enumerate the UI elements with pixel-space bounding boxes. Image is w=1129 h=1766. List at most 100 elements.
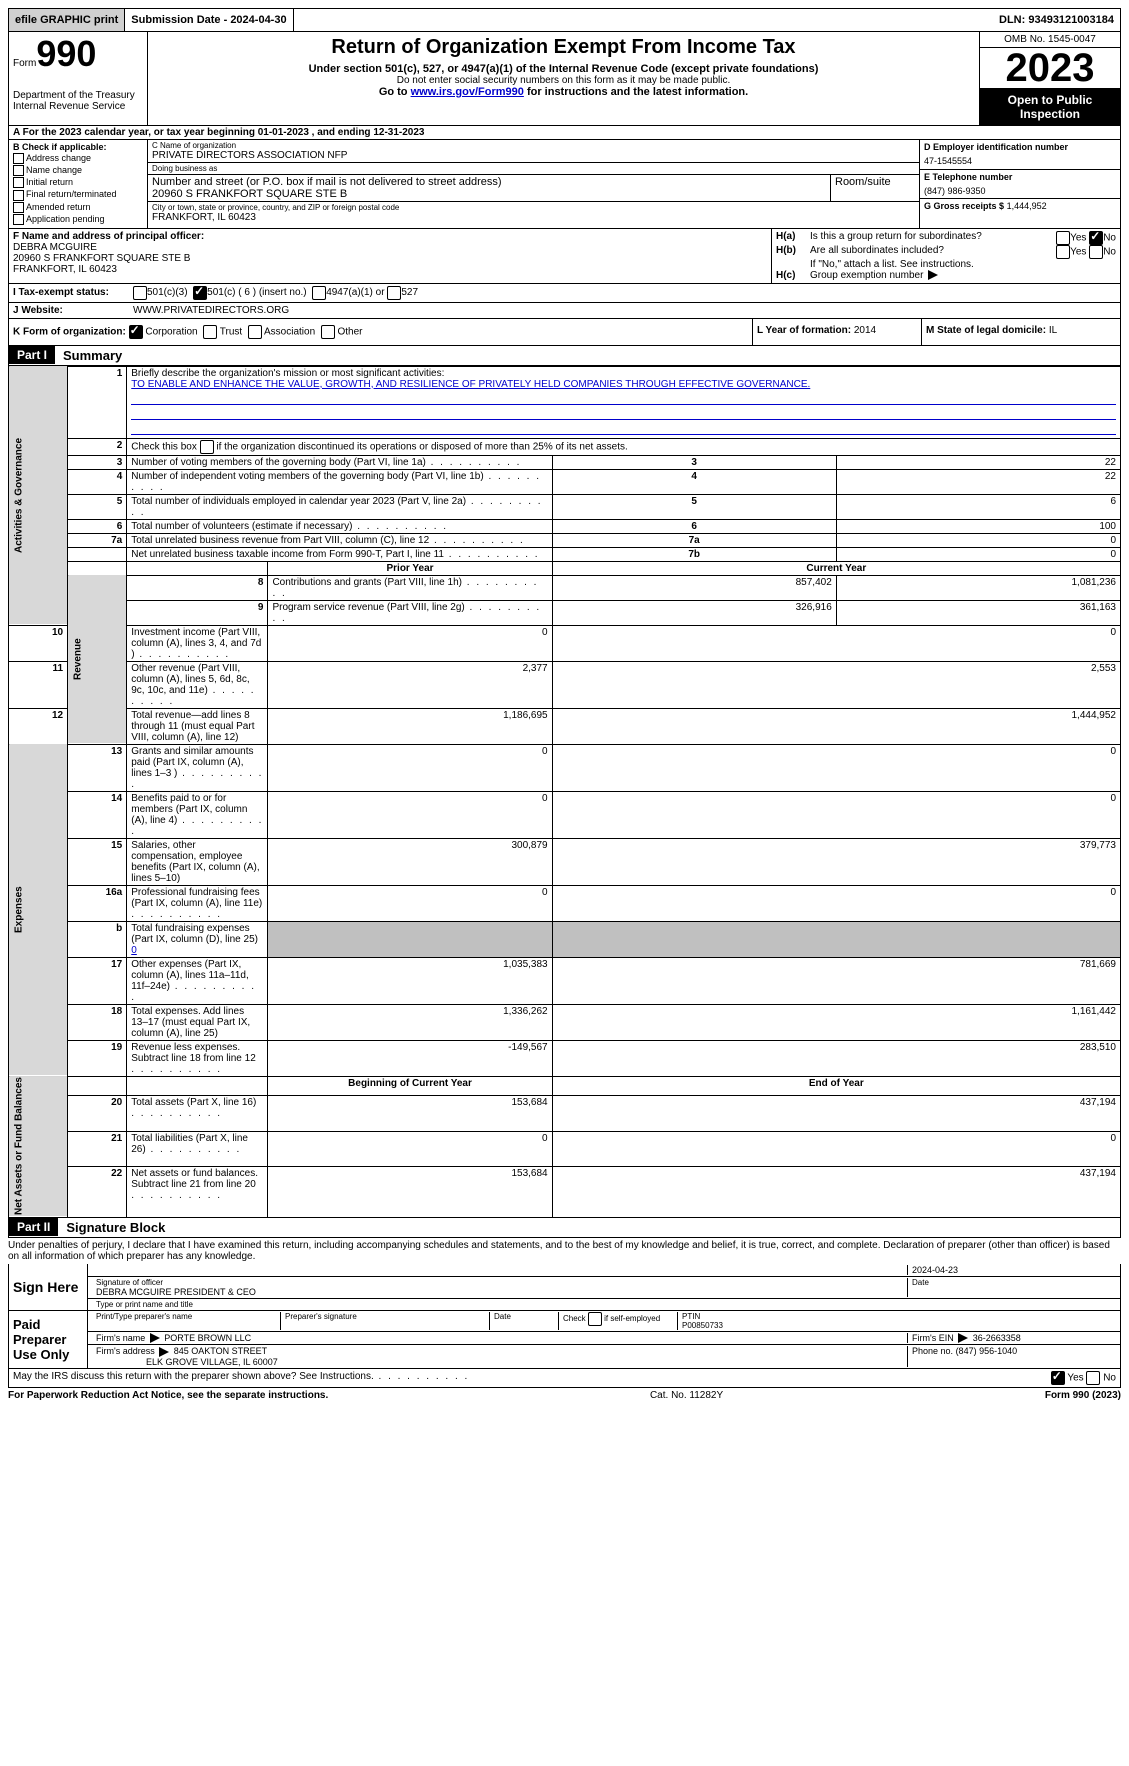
ha-text: Is this a group return for subordinates? xyxy=(810,231,1026,245)
prep-h4: Check if self-employed xyxy=(559,1312,678,1330)
summary-table: Activities & Governance 1 Briefly descri… xyxy=(8,366,1121,1218)
side-activities: Activities & Governance xyxy=(9,366,68,625)
hb-note: If "No," attach a list. See instructions… xyxy=(810,259,1116,270)
i-501c3[interactable] xyxy=(133,286,147,300)
officer-sign-name: DEBRA MCGUIRE PRESIDENT & CEO xyxy=(96,1287,903,1297)
part-i-title: Summary xyxy=(55,346,130,365)
footer-right: Form 990 (2023) xyxy=(1045,1390,1121,1401)
i-4947[interactable] xyxy=(312,286,326,300)
ha-no-checked[interactable] xyxy=(1089,231,1103,245)
form-subtitle-2: Do not enter social security numbers on … xyxy=(152,75,975,86)
row-a-period: A For the 2023 calendar year, or tax yea… xyxy=(8,126,1121,140)
form990-link[interactable]: www.irs.gov/Form990 xyxy=(411,86,524,98)
box-f: F Name and address of principal officer:… xyxy=(9,229,772,283)
part-ii-badge: Part II xyxy=(9,1218,58,1236)
m-value: IL xyxy=(1049,325,1057,336)
date-label: Date xyxy=(908,1278,1116,1297)
check-address-change[interactable]: Address change xyxy=(13,153,143,164)
k-assoc[interactable] xyxy=(248,325,262,339)
discuss-yes-checked[interactable] xyxy=(1051,1371,1065,1385)
org-name: PRIVATE DIRECTORS ASSOCIATION NFP xyxy=(152,150,915,161)
room-label: Room/suite xyxy=(835,176,915,188)
officer-label: F Name and address of principal officer: xyxy=(13,231,767,242)
firm-name-label: Firm's name xyxy=(96,1333,145,1343)
form-word: Form xyxy=(13,58,36,69)
check-initial-return[interactable]: Initial return xyxy=(13,177,143,188)
gross-label: G Gross receipts $ xyxy=(924,201,1004,211)
gross-value: 1,444,952 xyxy=(1007,201,1047,211)
check-name-change[interactable]: Name change xyxy=(13,165,143,176)
k-trust[interactable] xyxy=(203,325,217,339)
part-ii-header: Part II Signature Block xyxy=(8,1218,1121,1238)
firm-addr1: 845 OAKTON STREET xyxy=(174,1346,267,1356)
l-label: L Year of formation: xyxy=(757,325,851,336)
firm-phone: (847) 956-1040 xyxy=(956,1346,1018,1356)
type-name-label: Type or print name and title xyxy=(92,1300,1116,1309)
officer-addr2: FRANKFORT, IL 60423 xyxy=(13,264,767,275)
j-label: J Website: xyxy=(13,305,133,316)
q1-label: Briefly describe the organization's miss… xyxy=(131,368,444,379)
top-bar: efile GRAPHIC print Submission Date - 20… xyxy=(8,8,1121,32)
submission-date: Submission Date - 2024-04-30 xyxy=(125,9,293,31)
form-subtitle-1: Under section 501(c), 527, or 4947(a)(1)… xyxy=(152,63,975,75)
addr-value: 20960 S FRANKFORT SQUARE STE B xyxy=(152,188,826,200)
i-501c-checked[interactable] xyxy=(193,286,207,300)
form-subtitle-3: Go to www.irs.gov/Form990 for instructio… xyxy=(152,86,975,98)
check-amended[interactable]: Amended return xyxy=(13,202,143,213)
sign-here-label: Sign Here xyxy=(9,1264,88,1310)
form-header: Form990 Department of the Treasury Inter… xyxy=(8,32,1121,126)
firm-phone-label: Phone no. xyxy=(912,1346,953,1356)
prep-h2: Preparer's signature xyxy=(281,1312,490,1330)
sig-officer-label: Signature of officer xyxy=(96,1278,903,1287)
city-value: FRANKFORT, IL 60423 xyxy=(152,212,915,223)
box-b: B Check if applicable: Address change Na… xyxy=(9,140,148,228)
signature-block: Sign Here 2024-04-23 Signature of office… xyxy=(8,1264,1121,1369)
side-expenses: Expenses xyxy=(9,744,68,1076)
firm-addr2: ELK GROVE VILLAGE, IL 60007 xyxy=(146,1357,278,1367)
phone-value: (847) 986-9350 xyxy=(924,186,1116,196)
hc-label: H(c) xyxy=(776,270,810,281)
form-title: Return of Organization Exempt From Incom… xyxy=(152,36,975,59)
k-other[interactable] xyxy=(321,325,335,339)
efile-label[interactable]: efile GRAPHIC print xyxy=(9,9,125,31)
part-ii-title: Signature Block xyxy=(58,1218,173,1237)
q2-checkbox[interactable] xyxy=(200,440,214,454)
discuss-text: May the IRS discuss this return with the… xyxy=(13,1371,1051,1385)
phone-label: E Telephone number xyxy=(924,172,1116,182)
check-app-pending[interactable]: Application pending xyxy=(13,214,143,225)
k-corp-checked[interactable] xyxy=(129,325,143,339)
hdr-end: End of Year xyxy=(552,1076,1120,1096)
city-label: City or town, state or province, country… xyxy=(152,203,915,212)
hb-yes[interactable] xyxy=(1056,245,1070,259)
officer-name: DEBRA MCGUIRE xyxy=(13,242,767,253)
side-netassets: Net Assets or Fund Balances xyxy=(9,1076,68,1217)
hb-no[interactable] xyxy=(1089,245,1103,259)
firm-name: PORTE BROWN LLC xyxy=(164,1333,251,1343)
hdr-begin: Beginning of Current Year xyxy=(268,1076,552,1096)
section-k-l-m: K Form of organization: Corporation Trus… xyxy=(8,319,1121,346)
section-i-j: I Tax-exempt status: 501(c)(3) 501(c) ( … xyxy=(8,284,1121,319)
discuss-no[interactable] xyxy=(1086,1371,1100,1385)
l-value: 2014 xyxy=(854,325,876,336)
part-i-badge: Part I xyxy=(9,346,55,364)
ha-yes[interactable] xyxy=(1056,231,1070,245)
box-c: C Name of organization PRIVATE DIRECTORS… xyxy=(148,140,919,228)
hb-label: H(b) xyxy=(776,245,810,259)
check-final-return[interactable]: Final return/terminated xyxy=(13,189,143,200)
firm-ein-label: Firm's EIN xyxy=(912,1333,954,1343)
hc-text: Group exemption number xyxy=(810,270,1116,281)
i-527[interactable] xyxy=(387,286,401,300)
prep-h5: PTIN xyxy=(682,1312,700,1321)
org-name-label: C Name of organization xyxy=(152,141,915,150)
paid-preparer-label: Paid Preparer Use Only xyxy=(9,1311,88,1368)
footer-left: For Paperwork Reduction Act Notice, see … xyxy=(8,1390,328,1401)
footer-center: Cat. No. 11282Y xyxy=(650,1390,723,1401)
firm-ein: 36-2663358 xyxy=(973,1333,1021,1343)
open-to-public: Open to Public Inspection xyxy=(980,89,1120,125)
q2-text: Check this box if the organization disco… xyxy=(127,438,1121,455)
prep-h3: Date xyxy=(490,1312,559,1330)
box-b-label: B Check if applicable: xyxy=(13,142,107,152)
self-employed-check[interactable] xyxy=(588,1312,602,1326)
box-h: H(a) Is this a group return for subordin… xyxy=(772,229,1120,283)
box-d-e-g: D Employer identification number 47-1545… xyxy=(919,140,1120,228)
